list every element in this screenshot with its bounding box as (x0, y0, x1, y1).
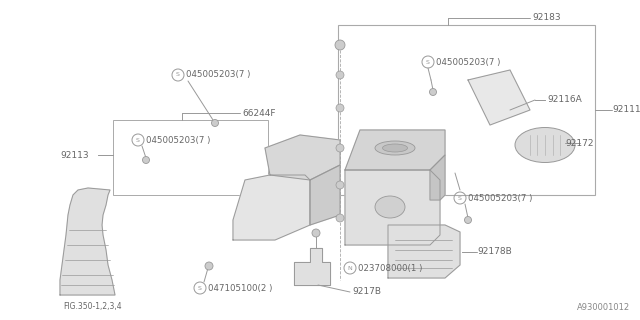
Text: 92183: 92183 (532, 13, 561, 22)
Text: 9217B: 9217B (352, 287, 381, 297)
Circle shape (205, 262, 213, 270)
Text: S: S (176, 73, 180, 77)
Polygon shape (294, 248, 330, 285)
Ellipse shape (375, 196, 405, 218)
Text: 66244F: 66244F (242, 108, 275, 117)
Circle shape (336, 104, 344, 112)
Circle shape (211, 119, 218, 126)
Text: 023708000(1 ): 023708000(1 ) (358, 263, 422, 273)
Text: S: S (198, 285, 202, 291)
Polygon shape (468, 70, 530, 125)
Polygon shape (265, 135, 340, 180)
Text: 92172: 92172 (565, 139, 593, 148)
Text: A930001012: A930001012 (577, 303, 630, 312)
Circle shape (336, 144, 344, 152)
Text: 92178B: 92178B (477, 247, 512, 257)
Text: 045005203(7 ): 045005203(7 ) (146, 135, 211, 145)
Text: 045005203(7 ): 045005203(7 ) (468, 194, 532, 203)
Circle shape (312, 229, 320, 237)
Text: 92116A: 92116A (547, 95, 582, 105)
Text: 92113: 92113 (60, 150, 88, 159)
Text: 045005203(7 ): 045005203(7 ) (186, 70, 250, 79)
Circle shape (336, 214, 344, 222)
Text: N: N (348, 266, 353, 270)
Text: S: S (426, 60, 430, 65)
Ellipse shape (375, 141, 415, 155)
Text: 92111A: 92111A (612, 106, 640, 115)
Circle shape (335, 40, 345, 50)
Text: S: S (136, 138, 140, 142)
Circle shape (336, 71, 344, 79)
Bar (113, 120, 268, 195)
Ellipse shape (515, 127, 575, 163)
Polygon shape (345, 130, 445, 170)
Text: 047105100(2 ): 047105100(2 ) (208, 284, 273, 292)
Circle shape (465, 217, 472, 223)
Polygon shape (345, 170, 440, 245)
Circle shape (143, 156, 150, 164)
Polygon shape (60, 188, 115, 295)
Ellipse shape (383, 144, 408, 152)
Polygon shape (233, 175, 310, 240)
Text: FIG.350-1,2,3,4: FIG.350-1,2,3,4 (63, 301, 122, 310)
Bar (338, 25, 595, 195)
Text: 045005203(7 ): 045005203(7 ) (436, 58, 500, 67)
Polygon shape (310, 165, 340, 225)
Circle shape (336, 181, 344, 189)
Polygon shape (388, 225, 460, 278)
Polygon shape (430, 155, 445, 200)
Circle shape (429, 89, 436, 95)
Text: S: S (458, 196, 462, 201)
